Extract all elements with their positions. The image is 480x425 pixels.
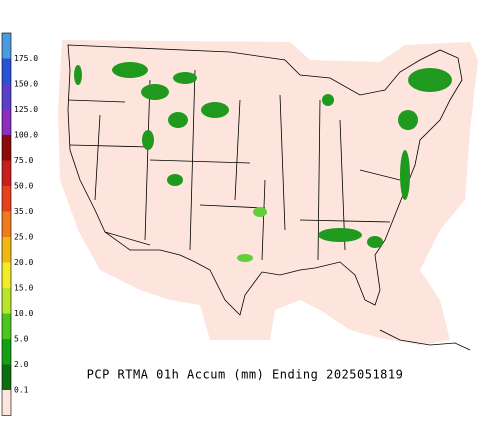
rain-area	[168, 112, 188, 128]
colorbar-label: 15.0	[14, 284, 33, 293]
colorbar-swatch	[2, 186, 11, 212]
colorbar-swatch	[2, 135, 11, 161]
colorbar-swatch	[2, 364, 11, 390]
analysis-domain	[58, 40, 478, 345]
cuba	[379, 329, 471, 351]
colorbar-label: 20.0	[14, 258, 33, 267]
colorbar-swatch	[2, 33, 11, 59]
colorbar-label: 125.0	[14, 105, 38, 114]
rain-area	[173, 72, 197, 84]
precipitation	[74, 62, 452, 262]
colorbar-swatch	[2, 262, 11, 288]
rain-area	[141, 84, 169, 100]
colorbar-swatch	[2, 339, 11, 365]
colorbar-label: 175.0	[14, 54, 38, 63]
colorbar: 175.0 150.0 125.0 100.0 75.0 50.0 35.0 25.0 20.0…	[1, 32, 38, 416]
colorbar-label: 2.0	[14, 360, 29, 369]
rain-area	[201, 102, 229, 118]
rain-area	[322, 94, 334, 106]
colorbar-label: 10.0	[14, 309, 33, 318]
colorbar-swatch	[2, 109, 11, 135]
colorbar-label: 5.0	[14, 335, 29, 344]
rain-area	[400, 150, 410, 200]
rain-area	[167, 174, 183, 186]
colorbar-frame	[1, 32, 12, 416]
colorbar-swatch	[2, 211, 11, 237]
colorbar-label: 35.0	[14, 207, 33, 216]
colorbar-swatch	[2, 84, 11, 110]
state-lines	[67, 69, 401, 261]
colorbar-swatch	[2, 288, 11, 314]
colorbar-label: 75.0	[14, 156, 33, 165]
map-title: PCP RTMA 01h Accum (mm) Ending 202505181…	[87, 368, 404, 382]
colorbar-swatch	[2, 313, 11, 339]
map	[58, 40, 478, 351]
rain-area	[253, 207, 267, 217]
rain-area	[74, 65, 82, 85]
colorbar-swatch	[2, 390, 11, 416]
colorbar-swatch	[2, 58, 11, 84]
colorbar-label: 25.0	[14, 233, 33, 242]
rain-area	[237, 254, 253, 262]
colorbar-swatch	[2, 237, 11, 263]
rain-area	[408, 68, 452, 92]
colorbar-swatch	[2, 160, 11, 186]
colorbar-label: 150.0	[14, 80, 38, 89]
colorbar-label: 0.1	[14, 386, 29, 395]
rain-area	[318, 228, 362, 242]
rain-area	[367, 236, 383, 248]
us-outline	[67, 44, 463, 316]
colorbar-label: 100.0	[14, 131, 38, 140]
rain-area	[142, 130, 154, 150]
colorbar-label: 50.0	[14, 182, 33, 191]
rain-area	[398, 110, 418, 130]
rain-area	[112, 62, 148, 78]
